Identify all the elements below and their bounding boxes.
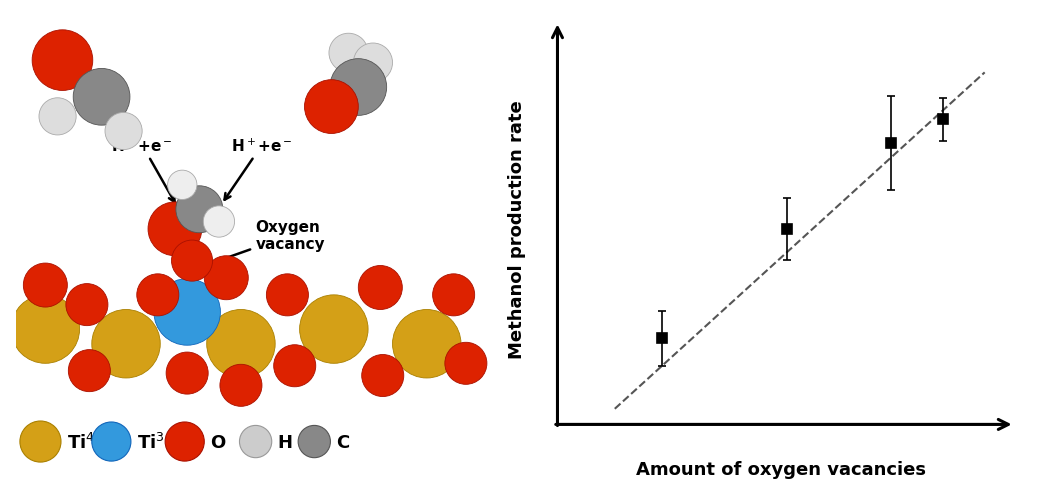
Circle shape [166,352,208,394]
Circle shape [105,113,142,150]
Circle shape [432,274,475,316]
Circle shape [32,31,93,91]
Circle shape [274,345,316,387]
Circle shape [23,264,68,307]
Circle shape [362,355,404,397]
Circle shape [329,34,368,73]
Text: Methanol production rate: Methanol production rate [508,100,526,359]
Circle shape [165,422,204,461]
Circle shape [204,256,248,300]
Circle shape [39,99,76,136]
Text: O: O [210,433,225,450]
Text: H$^+$+e$^-$: H$^+$+e$^-$ [111,137,175,203]
Text: H: H [277,433,293,450]
Text: H$^+$+e$^-$: H$^+$+e$^-$ [224,137,293,201]
Text: Ti$^{3+}$: Ti$^{3+}$ [137,431,177,452]
Circle shape [393,310,461,378]
Circle shape [66,284,108,326]
Circle shape [92,310,160,378]
Circle shape [304,81,358,134]
Circle shape [358,266,402,310]
Circle shape [267,274,308,316]
Circle shape [172,241,213,282]
Circle shape [69,350,110,392]
Circle shape [92,422,131,461]
Text: Amount of oxygen vacancies: Amount of oxygen vacancies [637,460,926,478]
Circle shape [300,295,368,364]
Circle shape [176,186,223,233]
Circle shape [298,426,330,458]
Circle shape [137,274,179,316]
Circle shape [206,310,275,378]
Circle shape [148,203,202,256]
Circle shape [220,365,262,407]
Circle shape [20,421,61,462]
Text: Ti$^{4+}$: Ti$^{4+}$ [67,431,107,452]
Circle shape [445,343,487,385]
Circle shape [240,426,272,458]
Text: Oxygen
vacancy: Oxygen vacancy [196,220,325,270]
Circle shape [154,279,221,346]
Circle shape [168,171,197,200]
Circle shape [330,60,387,116]
Circle shape [73,69,130,126]
Circle shape [203,206,234,238]
Text: C: C [337,433,349,450]
Circle shape [11,295,79,364]
Circle shape [353,44,393,83]
